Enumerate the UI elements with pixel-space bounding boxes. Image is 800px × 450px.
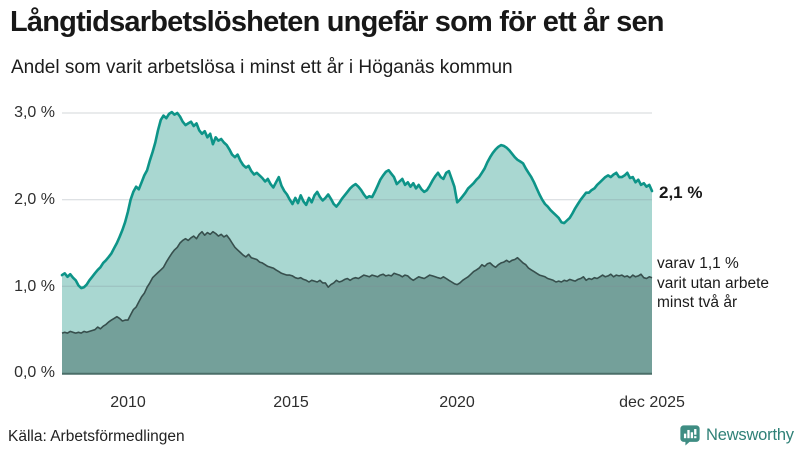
y-axis-tick-label: 0,0 % <box>14 364 55 381</box>
end-value-label: 2,1 % <box>659 183 703 202</box>
line-two-year <box>61 230 653 334</box>
area-fill-two-year <box>62 231 652 373</box>
chart-subtitle: Andel som varit arbetslösa i minst ett å… <box>11 57 513 78</box>
x-axis-tick-label: 2020 <box>439 394 475 411</box>
line-one-year <box>60 110 654 290</box>
y-axis-tick-label: 3,0 % <box>14 104 55 121</box>
newsworthy-icon <box>680 425 700 446</box>
y-axis-tick-label: 1,0 % <box>14 278 55 295</box>
x-axis-tick-label: 2010 <box>110 394 146 411</box>
x-axis-tick-label: 2015 <box>273 394 309 411</box>
source-note: Källa: Arbetsförmedlingen <box>8 428 185 445</box>
y-axis-tick-label: 2,0 % <box>14 191 55 208</box>
series-annotation: varav 1,1 % varit utan arbete minst två … <box>657 255 770 311</box>
newsworthy-logo: Newsworthy <box>679 423 794 447</box>
x-axis-tick-label: dec 2025 <box>619 394 685 411</box>
page-title: Långtidsarbetslösheten ungefär som för e… <box>10 6 665 38</box>
newsworthy-wordmark: Newsworthy <box>706 425 794 444</box>
